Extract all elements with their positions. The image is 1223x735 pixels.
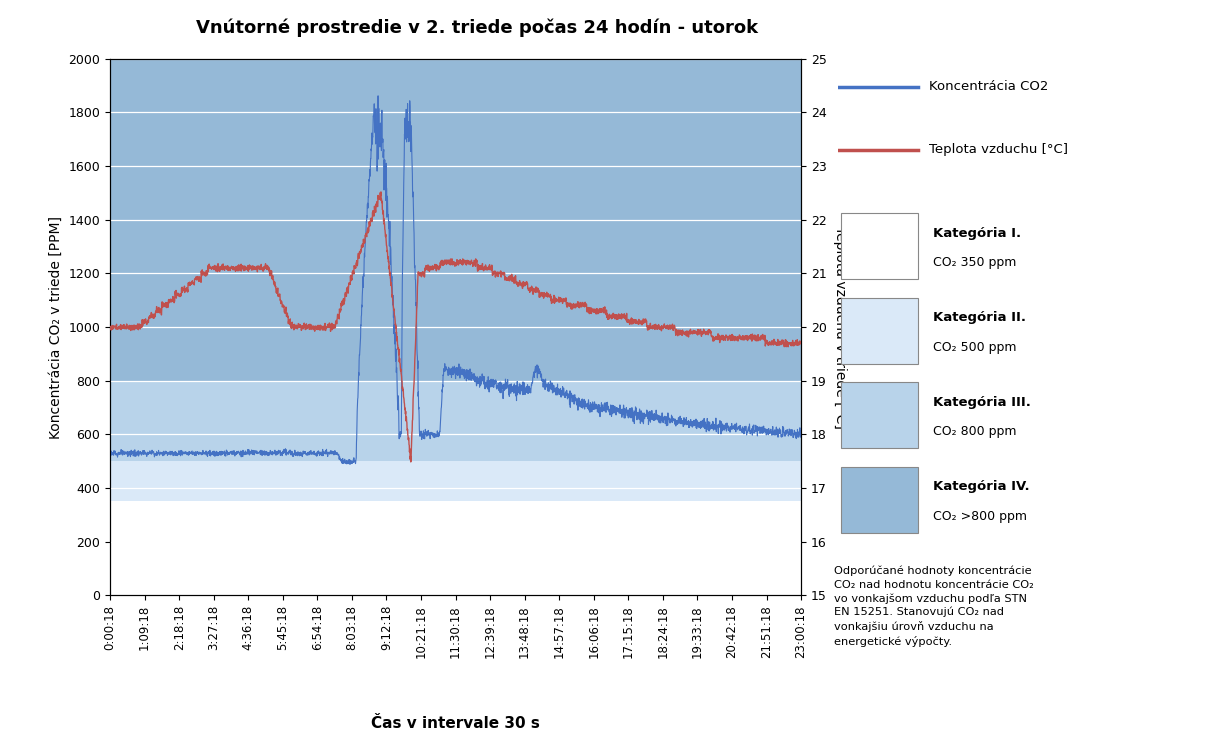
Y-axis label: Teplota vzduchu v triede [°C]: Teplota vzduchu v triede [°C]: [834, 226, 848, 429]
X-axis label: Čas v intervale 30 s: Čas v intervale 30 s: [371, 716, 541, 731]
Bar: [841, 298, 918, 364]
Text: Kategória II.: Kategória II.: [933, 312, 1026, 324]
Bar: [841, 382, 918, 448]
Text: Kategória III.: Kategória III.: [933, 396, 1031, 409]
Text: Vnútorné prostredie v 2. triede počas 24 hodín - utorok: Vnútorné prostredie v 2. triede počas 24…: [196, 18, 758, 37]
Bar: [110, 462, 801, 501]
Bar: [110, 381, 801, 462]
Text: Kategória IV.: Kategória IV.: [933, 481, 1030, 493]
Text: CO₂ >800 ppm: CO₂ >800 ppm: [933, 510, 1027, 523]
Y-axis label: Koncentrácia CO₂ v triede [PPM]: Koncentrácia CO₂ v triede [PPM]: [49, 215, 62, 439]
Bar: [110, 501, 801, 595]
Text: CO₂ 350 ppm: CO₂ 350 ppm: [933, 257, 1016, 269]
Bar: [841, 467, 918, 533]
Text: CO₂ 500 ppm: CO₂ 500 ppm: [933, 341, 1016, 354]
Bar: [841, 213, 918, 279]
Text: Koncentrácia CO2: Koncentrácia CO2: [929, 80, 1049, 93]
Text: Kategória I.: Kategória I.: [933, 227, 1021, 240]
Text: Teplota vzduchu [°C]: Teplota vzduchu [°C]: [929, 143, 1069, 156]
Bar: [110, 59, 801, 381]
Text: Odporúčané hodnoty koncentrácie
CO₂ nad hodnotu koncentrácie CO₂
vo vonkajšom vz: Odporúčané hodnoty koncentrácie CO₂ nad …: [834, 566, 1033, 647]
Text: CO₂ 800 ppm: CO₂ 800 ppm: [933, 426, 1016, 438]
